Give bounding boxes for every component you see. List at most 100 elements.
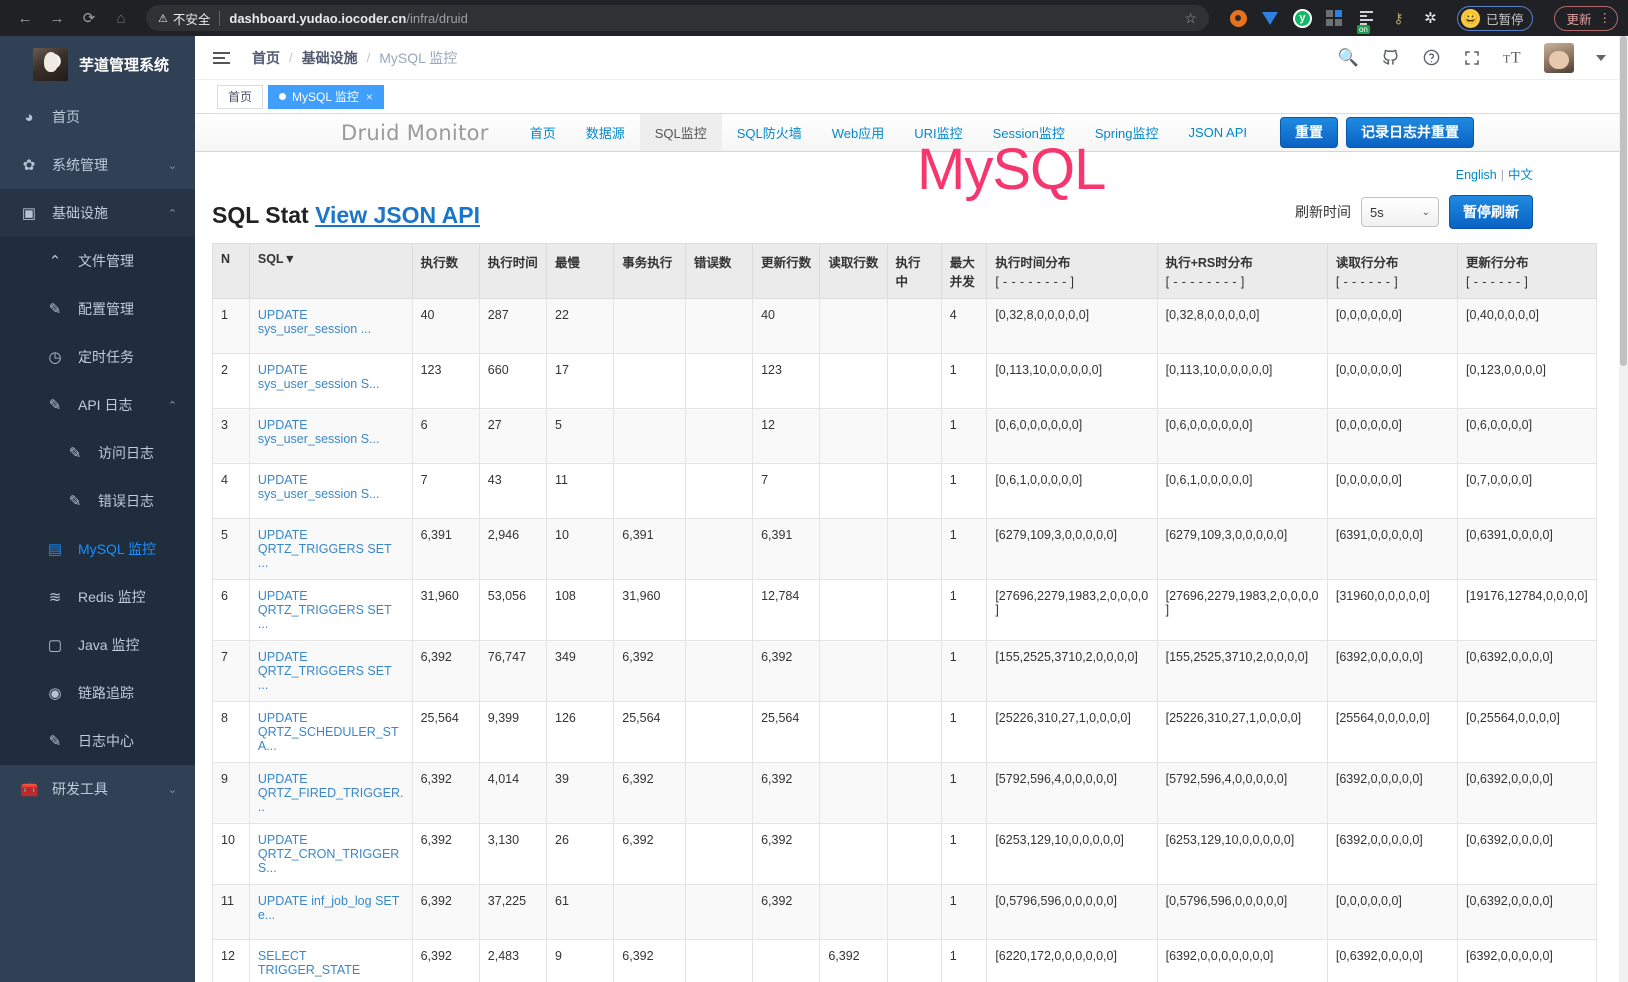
cell-tx — [613, 298, 686, 354]
github-icon[interactable] — [1381, 48, 1400, 67]
sql-stat-table: N SQL▼ 执行数 执行时间 最慢 事务执行 错误数 更新行数 读取行数 执行… — [212, 243, 1597, 982]
breadcrumb-item-home[interactable]: 首页 — [252, 49, 280, 66]
lang-english-link[interactable]: English — [1455, 168, 1497, 182]
sql-link[interactable]: UPDATE QRTZ_FIRED_TRIGGER... — [257, 772, 404, 814]
sidebar-item-trace[interactable]: ◉ 链路追踪 — [0, 669, 195, 717]
lang-chinese-link[interactable]: 中文 — [1507, 168, 1533, 182]
help-circle-icon[interactable] — [1422, 48, 1441, 67]
sidebar-item-scheduled-task[interactable]: ◷ 定时任务 — [0, 333, 195, 381]
druid-nav-datasource[interactable]: 数据源 — [585, 126, 625, 141]
cell-time: 9,399 — [478, 701, 548, 763]
font-size-icon[interactable]: T T — [1503, 48, 1522, 67]
avatar[interactable] — [1544, 42, 1574, 73]
druid-nav-json-api[interactable]: JSON API — [1188, 125, 1248, 140]
cell-dist_rs: [6392,0,0,0,0,0,0,0] — [1156, 939, 1328, 982]
cell-maxcc: 1 — [940, 463, 988, 519]
sql-link[interactable]: UPDATE QRTZ_TRIGGERS SET ... — [257, 528, 392, 570]
cell-dist_read: [0,0,0,0,0,0] — [1326, 353, 1459, 409]
table-row: 4 UPDATE sys_user_session S... 7 43 11 7 1 [0,6… — [212, 463, 1597, 519]
reset-button[interactable]: 重置 — [1280, 117, 1339, 148]
cell-upd: 12,784 — [752, 579, 821, 641]
sidebar-item-log-center[interactable]: ✎ 日志中心 — [0, 717, 195, 765]
sql-link[interactable]: UPDATE QRTZ_CRON_TRIGGERS... — [257, 833, 400, 875]
sql-link[interactable]: UPDATE sys_user_session S... — [257, 363, 380, 391]
url-path: /infra/druid — [406, 10, 468, 26]
sql-link[interactable]: SELECT TRIGGER_STATE — [257, 949, 361, 977]
extension-gem-icon[interactable] — [1261, 9, 1280, 28]
scrollbar-thumb[interactable] — [1620, 36, 1627, 366]
sidebar-item-mysql-monitor[interactable]: ▤ MySQL 监控 — [0, 525, 195, 573]
sql-link[interactable]: UPDATE QRTZ_SCHEDULER_STA... — [257, 711, 399, 753]
cell-dist_read: [25564,0,0,0,0,0] — [1326, 701, 1459, 763]
sidebar-item-system[interactable]: ✿ 系统管理 ⌄ — [0, 141, 195, 189]
tab-mysql-monitor[interactable]: MySQL 监控 × — [268, 84, 384, 109]
chevron-down-icon[interactable] — [1596, 54, 1606, 61]
sidebar-item-home[interactable]: ◕ 首页 — [0, 93, 195, 141]
extension-youdao-icon[interactable]: y — [1292, 8, 1312, 28]
home-icon[interactable]: ⌂ — [116, 9, 126, 27]
sidebar-item-redis-monitor[interactable]: ≋ Redis 监控 — [0, 573, 195, 621]
extension-orange-icon[interactable] — [1229, 9, 1248, 28]
profile-paused-button[interactable]: 😀 已暂停 — [1456, 5, 1534, 31]
sql-link[interactable]: UPDATE sys_user_session S... — [257, 473, 380, 501]
druid-nav-uri-monitor[interactable]: URI监控 — [914, 126, 963, 141]
th-label: 更新行数 — [761, 256, 812, 270]
forward-icon[interactable]: → — [49, 9, 65, 27]
sidebar-item-java-monitor[interactable]: ▢ Java 监控 — [0, 621, 195, 669]
back-icon[interactable]: ← — [17, 9, 33, 27]
cell-exec: 6,392 — [411, 762, 480, 824]
kebab-menu-icon[interactable]: ⋮ — [1598, 10, 1612, 25]
search-icon[interactable]: 🔍 — [1337, 47, 1359, 67]
cell-time: 660 — [478, 353, 548, 409]
druid-nav-spring-monitor[interactable]: Spring监控 — [1094, 126, 1159, 141]
sidebar-item-access-log[interactable]: ✎ 访问日志 — [0, 429, 195, 477]
extensions-puzzle-icon[interactable]: ✲ — [1424, 10, 1437, 27]
extension-grid-icon[interactable] — [1325, 9, 1344, 28]
sql-link[interactable]: UPDATE inf_job_log SET e... — [257, 894, 400, 922]
upload-cloud-icon: ⌃ — [48, 253, 62, 270]
star-icon[interactable]: ☆ — [1184, 9, 1197, 26]
hamburger-icon[interactable] — [213, 51, 230, 64]
sidebar-item-dev-tools[interactable]: 🧰 研发工具 ⌄ — [0, 765, 195, 813]
sql-link[interactable]: UPDATE sys_user_session ... — [257, 308, 372, 336]
sidebar-item-label: API 日志 — [78, 397, 133, 413]
update-button[interactable]: 更新 ⋮ — [1554, 5, 1618, 31]
refresh-interval-select[interactable]: 5s ⌄ — [1361, 197, 1439, 227]
table-row: 8 UPDATE QRTZ_SCHEDULER_STA... 25,564 9,399… — [212, 701, 1597, 763]
sql-link[interactable]: UPDATE sys_user_session S... — [257, 418, 380, 446]
extension-key-icon[interactable]: ⚷ — [1393, 9, 1404, 26]
cell-running — [886, 518, 942, 580]
cell-running — [886, 640, 942, 702]
th-exec-count: 执行数 — [411, 243, 480, 299]
reload-icon[interactable]: ⟳ — [82, 10, 96, 27]
close-icon[interactable]: × — [365, 89, 373, 104]
druid-nav-web-app[interactable]: Web应用 — [831, 126, 885, 141]
sidebar-item-infra[interactable]: ▣ 基础设施 ⌃ — [0, 189, 195, 237]
page-scrollbar[interactable] — [1619, 36, 1628, 982]
cell-slowest: 9 — [546, 939, 615, 982]
th-sql[interactable]: SQL▼ — [248, 243, 413, 299]
th-label: 执行中 — [895, 256, 921, 289]
cell-dist_upd: [6392,0,0,0,0,0] — [1457, 939, 1597, 982]
fullscreen-icon[interactable] — [1463, 49, 1481, 67]
sidebar-item-file-manage[interactable]: ⌃ 文件管理 — [0, 237, 195, 285]
sql-link[interactable]: UPDATE QRTZ_TRIGGERS SET ... — [257, 650, 392, 692]
view-json-api-link[interactable]: View JSON API — [315, 202, 481, 228]
druid-nav-sql-monitor[interactable]: SQL监控 — [639, 114, 722, 151]
druid-nav-sql-firewall[interactable]: SQL防火墙 — [736, 126, 802, 141]
druid-nav-session-monitor[interactable]: Session监控 — [992, 126, 1065, 141]
druid-nav-home[interactable]: 首页 — [529, 126, 556, 141]
breadcrumb-item-infra[interactable]: 基础设施 — [301, 49, 358, 66]
pause-refresh-button[interactable]: 暂停刷新 — [1449, 195, 1533, 229]
cell-exec: 6,392 — [411, 884, 480, 940]
sidebar-item-config-manage[interactable]: ✎ 配置管理 — [0, 285, 195, 333]
address-bar[interactable]: ⚠ 不安全 dashboard.yudao.iocoder.cn/infra/d… — [146, 5, 1209, 31]
log-and-reset-button[interactable]: 记录日志并重置 — [1346, 117, 1475, 148]
extension-list-on-icon[interactable]: on — [1356, 9, 1376, 34]
tab-home[interactable]: 首页 — [217, 84, 264, 109]
table-row: 10 UPDATE QRTZ_CRON_TRIGGERS... 6,392 3,130… — [212, 823, 1597, 885]
sidebar-item-error-log[interactable]: ✎ 错误日志 — [0, 477, 195, 525]
sidebar-item-api-log[interactable]: ✎ API 日志 ⌃ — [0, 381, 195, 429]
sql-link[interactable]: UPDATE QRTZ_TRIGGERS SET ... — [257, 589, 392, 631]
sidebar-logo[interactable]: 芋道管理系统 — [0, 36, 195, 93]
